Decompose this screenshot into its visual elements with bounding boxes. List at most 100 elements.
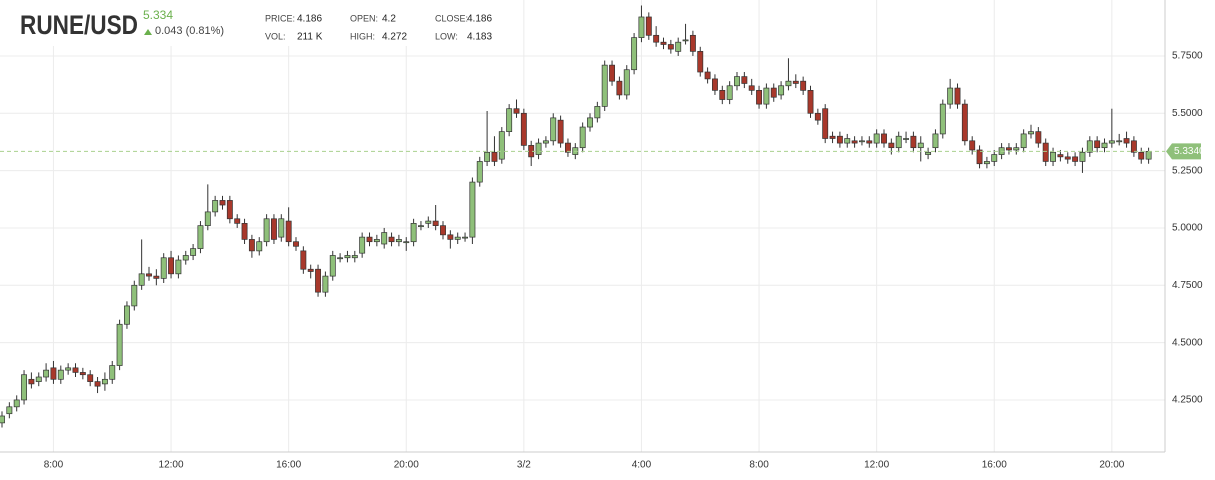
candle-body — [234, 218, 241, 224]
candle-body — [337, 257, 344, 260]
candle-body — [513, 108, 520, 114]
candle-body — [293, 241, 299, 247]
candle-body — [388, 236, 395, 243]
candle-body — [109, 365, 116, 380]
x-tick-label: 12:00 — [864, 460, 889, 471]
candle-body — [770, 87, 777, 98]
candle-body — [873, 133, 880, 144]
candle-body — [322, 275, 329, 293]
candle-body — [57, 369, 64, 380]
candle-body — [21, 374, 28, 401]
candle-body — [991, 154, 998, 162]
candle-body — [858, 140, 865, 143]
candle-body — [0, 415, 5, 424]
candle-body — [197, 225, 204, 249]
candle-body — [28, 378, 35, 385]
candle-body — [476, 161, 483, 183]
candle-body — [917, 142, 924, 149]
stat-value: 4.186 — [467, 14, 492, 25]
candle-body — [741, 76, 748, 84]
candle-body — [947, 87, 954, 105]
candle-body — [726, 85, 733, 100]
y-tick-label: 5.7500 — [1172, 51, 1203, 62]
candle-body — [498, 131, 505, 160]
candle-body — [447, 234, 454, 240]
candle-body — [175, 259, 182, 275]
stat-label: CLOSE: — [435, 13, 468, 23]
candle-body — [925, 151, 932, 155]
candle-body — [645, 16, 652, 36]
candle-body — [285, 220, 292, 243]
candle-body — [954, 87, 961, 105]
candle-body — [689, 34, 696, 52]
candle-body — [469, 181, 476, 238]
candle-body — [785, 80, 792, 87]
candle-body — [711, 78, 718, 91]
candle-body — [1013, 147, 1020, 151]
candle-body — [1020, 133, 1027, 149]
stat-label: LOW: — [435, 31, 458, 41]
last-price-tag — [1166, 143, 1201, 160]
candle-body — [212, 200, 219, 213]
candle-body — [587, 117, 593, 128]
candle-body — [1057, 154, 1064, 158]
x-tick-label: 16:00 — [276, 460, 301, 471]
candle-body — [462, 236, 469, 239]
candle-body — [792, 80, 799, 84]
candle-body — [667, 44, 674, 50]
candle-body — [1116, 140, 1123, 143]
candle-body — [506, 108, 513, 132]
candle-body — [153, 275, 160, 279]
candle-body — [836, 135, 843, 144]
last-price-label: 5.3340 — [1174, 146, 1205, 157]
candle-body — [454, 236, 461, 240]
candle-body — [557, 119, 564, 144]
stat-label: OPEN: — [350, 13, 378, 23]
stat-value: 211 K — [297, 32, 323, 43]
candle-body — [616, 80, 623, 96]
stat-value: 4.183 — [467, 32, 492, 43]
candle-body — [418, 225, 424, 228]
x-tick-label: 20:00 — [1099, 460, 1124, 471]
candle-body — [932, 133, 939, 149]
candle-body — [116, 323, 123, 366]
candle-body — [1072, 156, 1079, 162]
candle-body — [1086, 140, 1093, 153]
stat-value: 4.186 — [297, 14, 322, 25]
candle-body — [359, 236, 366, 254]
candle-body — [344, 255, 351, 259]
candle-body — [675, 41, 682, 52]
candle-body — [351, 255, 358, 259]
candle-body — [1005, 147, 1012, 151]
candle-body — [226, 200, 233, 220]
stat-label: VOL: — [265, 31, 286, 41]
candle-body — [1064, 156, 1071, 160]
candle-body — [1138, 151, 1145, 160]
candle-body — [13, 399, 20, 408]
x-tick-label: 20:00 — [394, 460, 419, 471]
candle-body — [660, 41, 667, 45]
candle-body — [638, 16, 645, 38]
candle-body — [609, 64, 616, 82]
header-panel — [0, 0, 505, 46]
candle-body — [425, 220, 432, 224]
candle-body — [939, 103, 946, 135]
candle-body — [550, 117, 557, 142]
candle-body — [535, 142, 542, 155]
candle-body — [440, 225, 446, 236]
candle-body — [1050, 151, 1056, 162]
candle-body — [851, 140, 858, 144]
candle-body — [65, 367, 72, 371]
candle-body — [653, 34, 660, 43]
candle-body — [138, 273, 145, 286]
candle-body — [866, 140, 873, 144]
candle-body — [6, 406, 13, 415]
candle-body — [983, 161, 990, 165]
candle-body — [623, 69, 630, 96]
candle-body — [844, 138, 851, 144]
candle-body — [241, 223, 248, 240]
candle-body — [278, 218, 285, 238]
candle-body — [594, 106, 601, 119]
candle-body — [961, 103, 968, 142]
candle-body — [895, 135, 902, 149]
